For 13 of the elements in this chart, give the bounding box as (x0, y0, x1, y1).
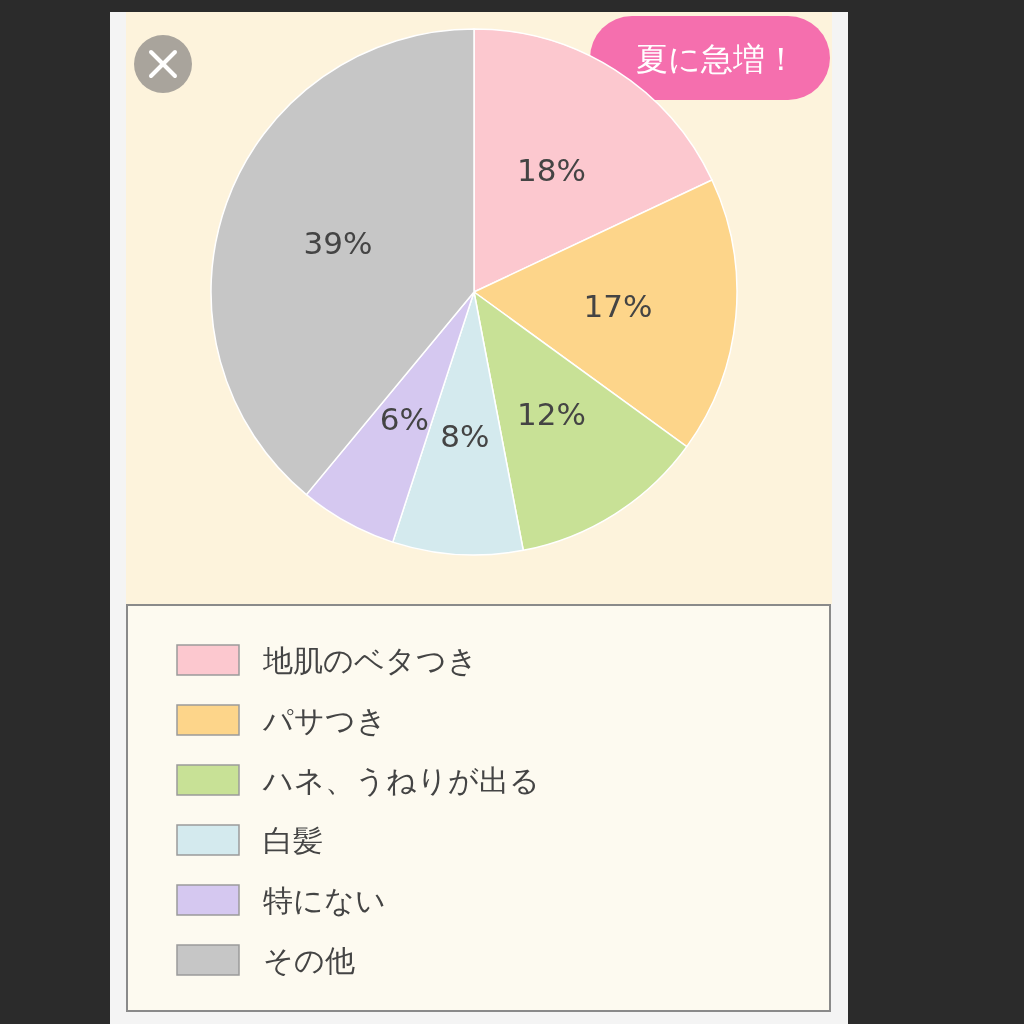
text: 夏に急増！ (635, 40, 797, 78)
legend-label: 白髪 (263, 823, 323, 858)
data-label: 6% (379, 400, 429, 437)
legend-label: パサつき (262, 703, 387, 738)
legend-label: その他 (263, 943, 355, 978)
data-label: 18% (517, 151, 586, 188)
data-label: 8% (440, 418, 490, 455)
legend-label: 地肌のベタつき (262, 643, 478, 678)
data-label: 12% (517, 396, 586, 433)
legend-label: 特にない (263, 883, 386, 918)
data-label: 39% (303, 225, 373, 261)
data-label: 17% (583, 287, 653, 324)
legend-label: ハネ、うねりが出る (262, 763, 540, 798)
